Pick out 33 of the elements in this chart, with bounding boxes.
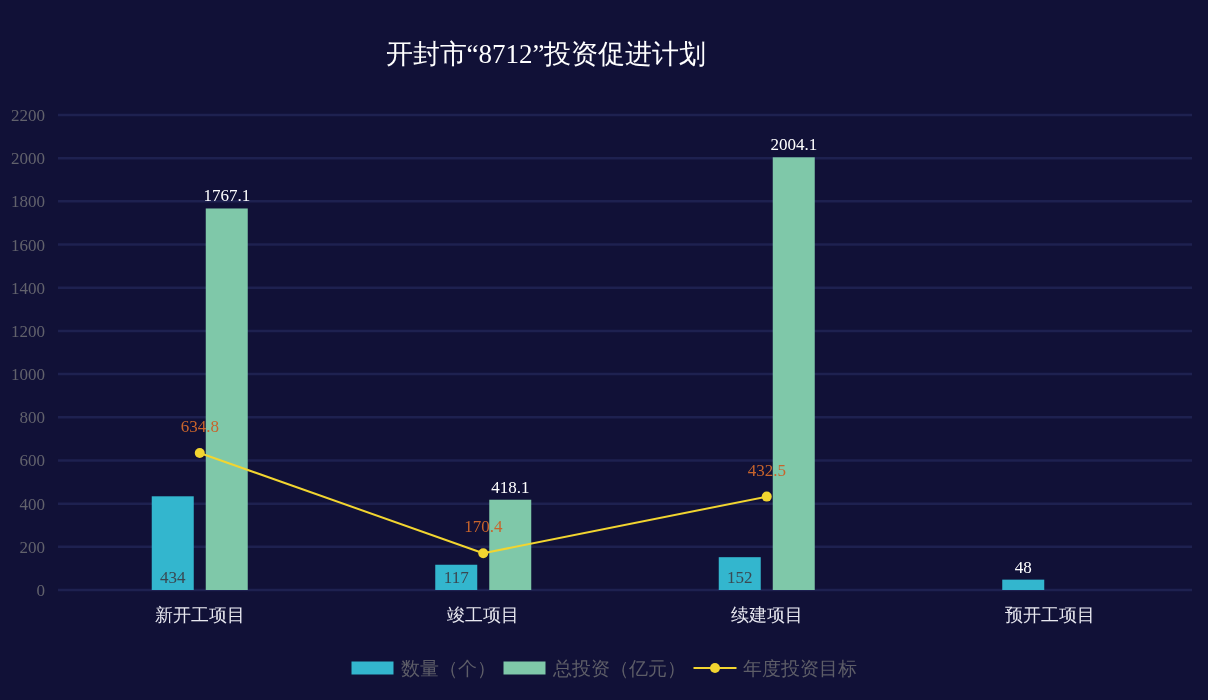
data-label: 117	[443, 568, 470, 587]
y-tick-label: 2000	[11, 149, 45, 169]
point	[761, 491, 772, 502]
x-tick-label: 预开工项目	[1005, 605, 1096, 625]
legend-label: 年度投资目标	[742, 657, 857, 679]
point	[478, 548, 489, 559]
bar	[718, 557, 761, 590]
y-tick-label: 400	[19, 494, 45, 514]
y-tick-label: 2200	[11, 106, 45, 125]
y-tick-label: 1400	[11, 278, 45, 298]
point	[194, 447, 205, 458]
data-label: 48	[1014, 557, 1032, 577]
data-label: 1767.1	[203, 186, 251, 206]
legend-label: 数量（个）	[400, 657, 496, 679]
y-tick-label: 0	[36, 581, 45, 600]
title: 开封市“8712”投资促进计划	[385, 39, 707, 69]
y-tick-label: 1800	[11, 192, 45, 212]
bar	[1002, 579, 1045, 590]
data-label: 418.1	[491, 477, 530, 497]
y-tick-label: 1000	[11, 365, 45, 385]
x-tick-label: 续建项目	[730, 605, 803, 625]
y-tick-label: 800	[19, 408, 45, 428]
legend-label: 总投资（亿元）	[551, 657, 686, 679]
data-label: 434	[160, 568, 186, 587]
data-label: 152	[727, 568, 753, 587]
x-tick-label: 新开工项目	[154, 605, 245, 625]
y-tick-label: 1200	[11, 321, 45, 341]
x-tick-label: 竣工项目	[447, 605, 520, 625]
y-tick-label: 600	[19, 451, 45, 471]
data-label: 2004.1	[770, 135, 818, 155]
y-tick-label: 200	[19, 537, 45, 557]
y-tick-label: 1600	[11, 235, 45, 255]
bar	[151, 496, 194, 590]
